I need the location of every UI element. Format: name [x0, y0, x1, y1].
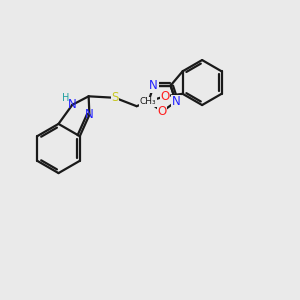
Text: N: N [85, 108, 94, 121]
Text: N: N [68, 98, 76, 111]
Text: CH₃: CH₃ [140, 97, 156, 106]
Text: O: O [160, 90, 170, 103]
Text: N: N [149, 79, 158, 92]
Text: S: S [111, 91, 119, 104]
Text: N: N [172, 95, 180, 108]
Text: H: H [62, 93, 69, 103]
Text: O: O [158, 105, 167, 118]
